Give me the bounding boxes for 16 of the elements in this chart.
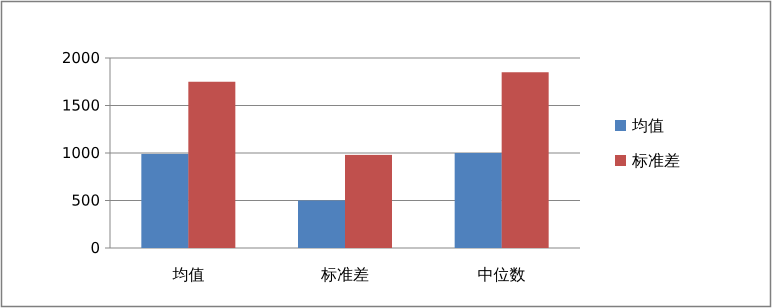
- legend-label: 均值: [631, 116, 664, 135]
- y-tick-label: 1000: [62, 144, 100, 162]
- bar: [188, 82, 236, 248]
- bar: [345, 154, 392, 248]
- bar: [502, 72, 549, 248]
- bar: [141, 154, 188, 248]
- x-tick-label: 中位数: [478, 265, 526, 284]
- y-tick-label: 500: [71, 192, 100, 210]
- x-tick-label: 均值: [171, 265, 204, 284]
- y-tick-label: 1500: [62, 96, 100, 114]
- x-tick-label: 标准差: [320, 265, 369, 284]
- y-tick-label: 2000: [62, 49, 100, 67]
- y-tick-label: 0: [90, 239, 100, 257]
- bar: [454, 153, 502, 248]
- legend-label: 标准差: [631, 151, 680, 170]
- bar: [298, 200, 345, 248]
